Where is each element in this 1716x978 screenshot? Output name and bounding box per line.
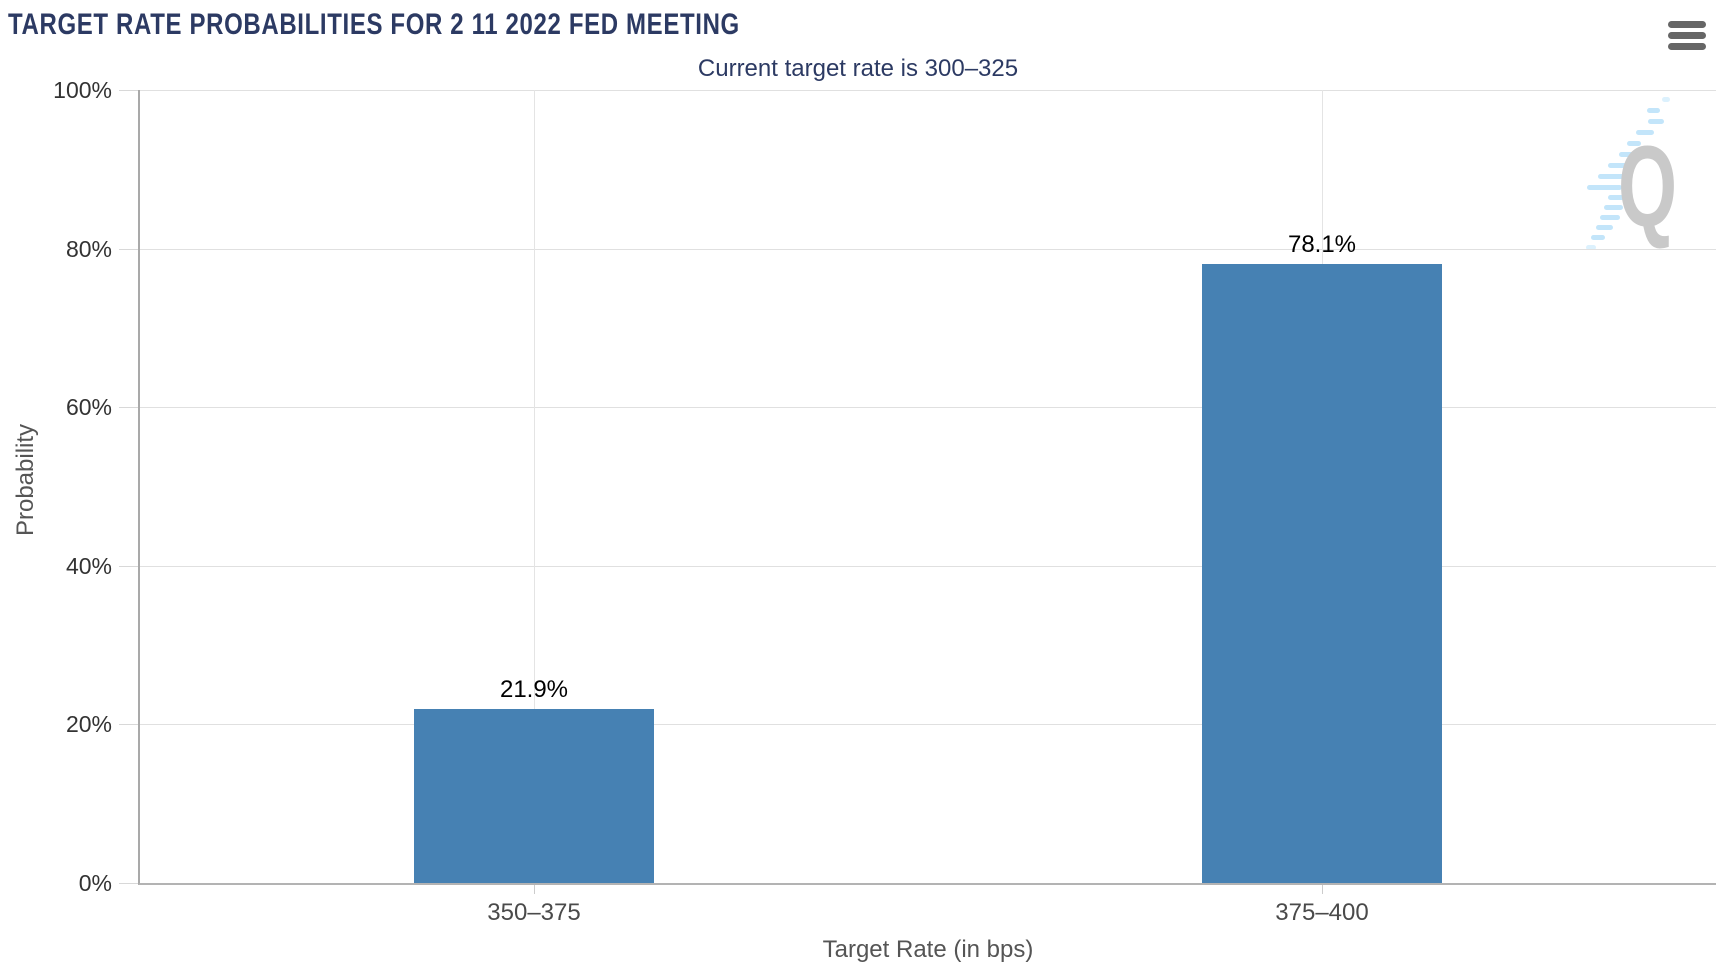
gridline-y-40 (140, 565, 1716, 567)
hamburger-menu-icon (1668, 21, 1706, 28)
bar-375-400[interactable] (1202, 263, 1442, 883)
gridline-y-80 (140, 248, 1716, 250)
y-tick-label-80: 80% (65, 235, 112, 262)
y-tick-label-0: 0% (78, 870, 112, 896)
hamburger-menu-icon (1668, 32, 1706, 39)
bar-value-label-2: 78.1% (1287, 230, 1357, 258)
x-axis-title: Target Rate (in bps) (822, 936, 1034, 963)
y-tick-label-20: 20% (65, 711, 112, 738)
chart-context-menu-button[interactable] (1668, 21, 1706, 50)
x-axis-tick-1 (534, 885, 535, 894)
y-axis-tick-0 (119, 883, 138, 884)
plot-area (138, 90, 1716, 885)
y-tick-label-100: 100% (53, 77, 112, 103)
y-axis-title: Probability (12, 423, 39, 537)
y-axis-tick-20 (119, 724, 138, 726)
chart-subtitle: Current target rate is 300–325 (697, 55, 1019, 82)
y-axis-tick-80 (119, 248, 138, 250)
gridline-y-60 (140, 407, 1716, 409)
x-tick-label-1: 350–375 (487, 899, 581, 926)
chart-title: TARGET RATE PROBABILITIES FOR 2 11 2022 … (8, 8, 740, 41)
x-tick-label-2: 375–400 (1275, 899, 1369, 926)
hamburger-menu-icon (1668, 43, 1706, 50)
y-axis-tick-100 (119, 90, 138, 91)
gridline-y-100 (140, 90, 1716, 91)
y-axis-tick-40 (119, 565, 138, 567)
gridline-x-1 (534, 90, 535, 883)
bar-350-375[interactable] (414, 709, 654, 883)
y-axis-tick-60 (119, 407, 138, 409)
y-tick-label-60: 60% (65, 394, 112, 421)
gridline-y-20 (140, 724, 1716, 726)
x-axis-tick-2 (1322, 885, 1323, 894)
y-tick-label-40: 40% (65, 552, 112, 579)
bar-value-label-1: 21.9% (499, 676, 569, 704)
